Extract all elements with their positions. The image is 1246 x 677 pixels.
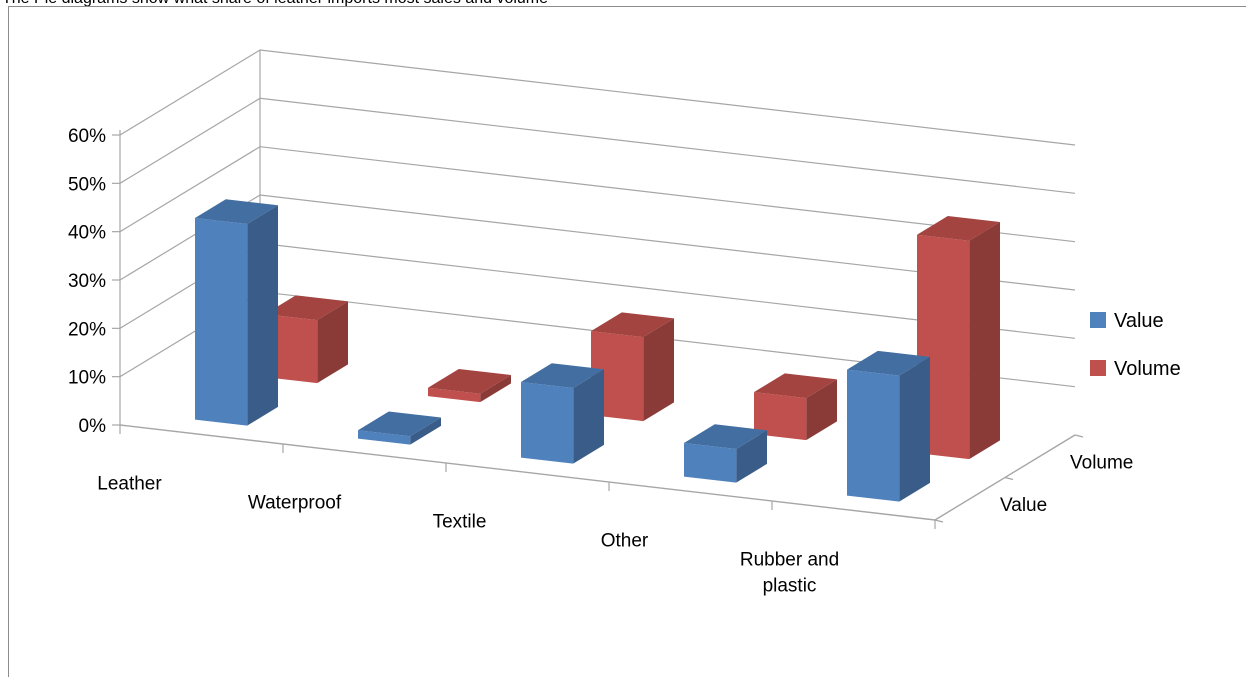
bar-top xyxy=(754,373,837,399)
y-tick-label: 20% xyxy=(68,319,106,340)
y-tick-label: 60% xyxy=(68,126,106,147)
y-tick-label: 0% xyxy=(79,416,107,437)
bar-value-4 xyxy=(847,350,930,502)
bar-side xyxy=(643,318,674,422)
bar-value-2 xyxy=(521,363,604,464)
bar-value-0 xyxy=(195,199,278,426)
bar-front xyxy=(754,392,807,441)
depth-tick xyxy=(934,519,944,523)
x-tick-label: Rubber and plastic xyxy=(740,550,839,597)
bar-front xyxy=(591,331,644,422)
legend-swatch-value xyxy=(1090,312,1106,328)
bar-front xyxy=(195,218,248,426)
bar-volume-4 xyxy=(917,216,1000,460)
depth-label: Value xyxy=(1000,495,1047,516)
bar-front xyxy=(684,443,737,483)
gridline xyxy=(119,49,1076,146)
bar-front xyxy=(847,369,900,502)
bar-front xyxy=(265,314,318,384)
x-tick-label: Other xyxy=(601,531,649,552)
gridline xyxy=(119,97,1076,194)
bar-top xyxy=(847,350,930,376)
bar-top xyxy=(195,199,278,224)
bar-volume-0 xyxy=(265,295,348,384)
bar-side xyxy=(317,301,348,384)
bar-side xyxy=(806,379,837,441)
bar-side xyxy=(899,356,930,502)
x-tick-label: Waterproof xyxy=(248,493,342,514)
gridline xyxy=(119,146,1076,243)
y-tick-label: 30% xyxy=(68,271,106,292)
bar-top xyxy=(521,363,604,388)
y-tick-label: 10% xyxy=(68,368,106,389)
x-axis xyxy=(119,424,936,521)
bar-side xyxy=(480,375,511,403)
chart-frame xyxy=(8,6,1246,677)
depth-tick xyxy=(1004,476,1014,481)
bar-side xyxy=(573,369,604,464)
legend-label-volume[interactable]: Volume xyxy=(1114,358,1181,380)
bars xyxy=(195,199,1000,502)
gridline xyxy=(119,194,1076,291)
bar-volume-2 xyxy=(591,312,674,422)
y-tick-label: 40% xyxy=(68,223,106,244)
bar-top xyxy=(591,312,674,338)
depth-label: Volume xyxy=(1070,452,1133,473)
bar-front xyxy=(428,387,481,403)
bar-front xyxy=(917,234,970,460)
bar-side xyxy=(410,417,441,445)
bar-top xyxy=(917,216,1000,241)
depth-tick xyxy=(1074,434,1084,438)
x-tick-label: Textile xyxy=(433,512,487,533)
caption: The Pie diagrams show what share of leat… xyxy=(2,0,548,8)
bar-value-1 xyxy=(358,411,441,445)
bar-volume-1 xyxy=(428,369,511,403)
x-tick-label: Leather xyxy=(97,474,162,495)
bar-side xyxy=(247,205,278,426)
bar-top xyxy=(358,411,441,437)
bar-side xyxy=(736,430,767,483)
y-tick-label: 50% xyxy=(68,174,106,195)
bar-value-3 xyxy=(684,424,767,483)
legend[interactable]: Value Volume xyxy=(1090,310,1181,380)
legend-swatch-volume xyxy=(1090,360,1106,376)
axes xyxy=(112,134,1084,529)
bar-side xyxy=(969,222,1000,460)
labels: 0% 10% 20% 30% 40% 50% 60% Leather Waterproof Tex… xyxy=(68,126,1133,597)
bar-volume-3 xyxy=(754,373,837,441)
bar-front xyxy=(358,430,411,445)
bar-top xyxy=(684,424,767,449)
legend-label-value[interactable]: Value xyxy=(1114,310,1164,332)
bar-top xyxy=(265,295,348,321)
bar-front xyxy=(521,382,574,464)
bar-top xyxy=(428,369,511,394)
